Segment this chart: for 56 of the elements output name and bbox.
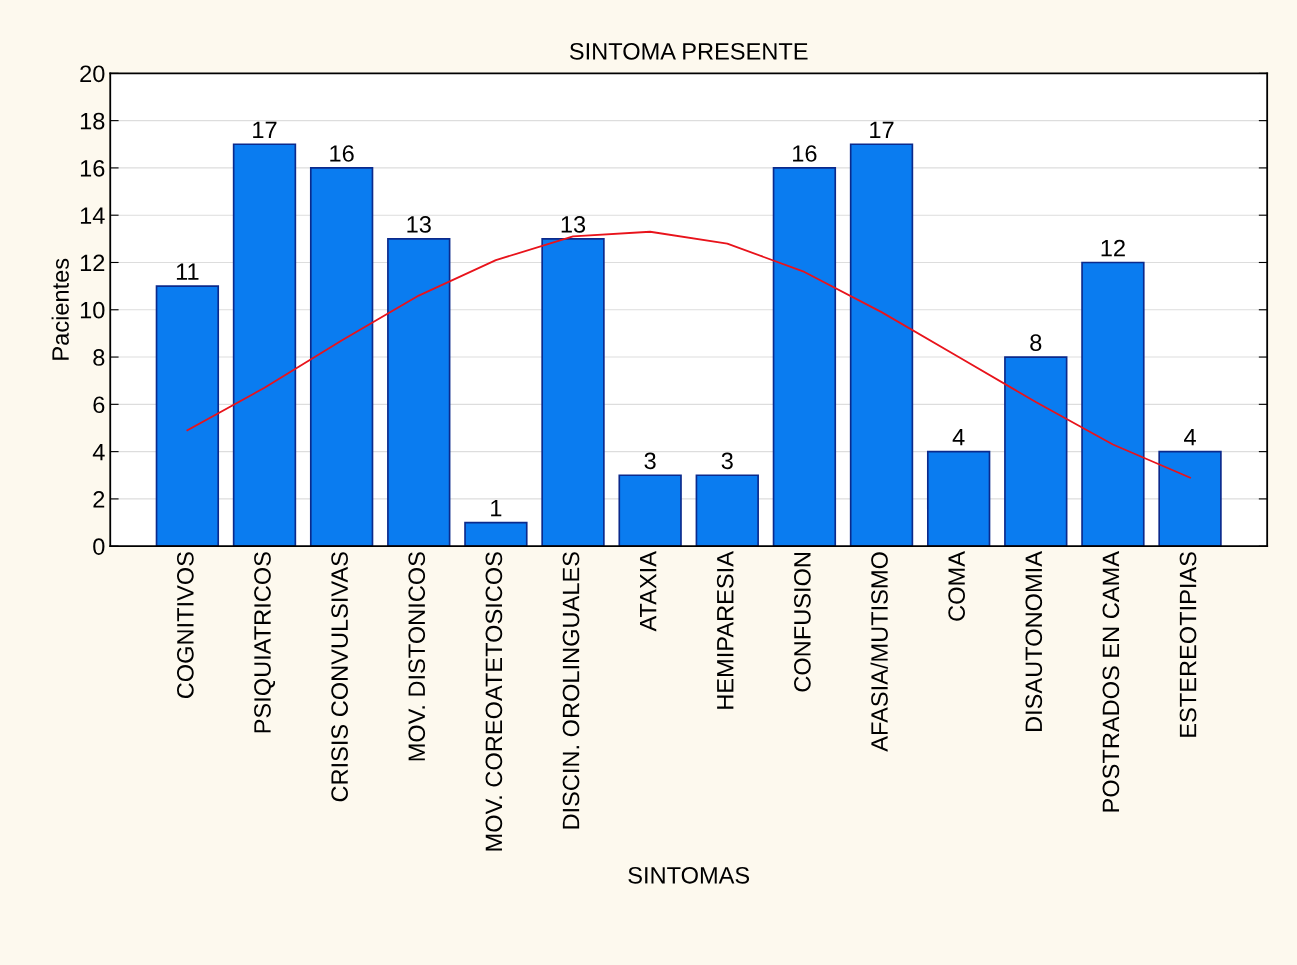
x-tick-label: MOV. COREOATETOSICOS — [485, 552, 503, 851]
x-tick-label: POSTRADOS EN CAMA — [1102, 551, 1120, 812]
bar — [695, 474, 759, 547]
bar — [772, 167, 837, 547]
data-label: 16 — [793, 145, 817, 162]
bar — [618, 474, 682, 547]
y-tick-label: 20 — [80, 65, 105, 83]
y-tick-label: 0 — [93, 538, 105, 555]
x-tick-label: DISCIN. OROLINGUALES — [562, 552, 580, 829]
y-tick-label: 10 — [80, 301, 105, 319]
bar — [926, 450, 991, 547]
bar — [387, 238, 451, 547]
data-label: 12 — [1101, 239, 1125, 257]
bar — [464, 521, 528, 547]
y-tick-label: 16 — [80, 159, 105, 177]
x-tick-label: AFASIA/MUTISMO — [870, 552, 888, 752]
x-tick-label: HEMIPARESIA — [716, 551, 734, 709]
y-tick-label: 4 — [92, 443, 105, 461]
y-tick-label: 8 — [93, 349, 105, 366]
x-tick-label: CRISIS CONVULSIVAS — [331, 552, 348, 802]
x-tick-label: COGNITIVOS — [176, 552, 194, 699]
y-axis-title: Pacientes — [51, 258, 69, 360]
data-label: 17 — [253, 121, 277, 138]
data-label: 11 — [176, 263, 199, 280]
bar — [1158, 450, 1222, 547]
data-label: 1 — [491, 500, 502, 517]
bar — [232, 143, 297, 547]
bar — [849, 143, 914, 547]
x-tick-label: COMA — [948, 551, 965, 621]
data-label: 3 — [644, 452, 656, 470]
y-tick-label: 14 — [80, 207, 105, 224]
bar — [155, 285, 220, 547]
data-label: 16 — [330, 145, 354, 162]
x-tick-label: DISAUTONOMIA — [1025, 551, 1043, 732]
bar — [1004, 356, 1068, 547]
chart-title: SINTOMA PRESENTE — [569, 42, 808, 60]
data-label: 4 — [1184, 429, 1196, 446]
x-axis-title: SINTOMAS — [628, 866, 750, 884]
x-tick-label: PSIQUIATRICOS — [254, 552, 276, 733]
data-label: 8 — [1030, 334, 1042, 351]
bar — [1081, 261, 1145, 547]
data-label: 17 — [870, 121, 894, 138]
y-tick-label: 6 — [93, 396, 105, 414]
x-tick-label: ATAXIA — [640, 551, 657, 632]
bar — [309, 167, 374, 547]
y-tick-label: 12 — [80, 254, 105, 272]
data-label: 13 — [407, 216, 431, 233]
bar — [541, 238, 605, 547]
data-label: 13 — [561, 216, 586, 233]
x-tick-label: ESTEREOTIPIAS — [1179, 552, 1197, 737]
y-tick-label: 18 — [80, 112, 105, 130]
y-tick-label: 2 — [93, 490, 105, 508]
x-tick-label: MOV. DISTONICOS — [408, 552, 426, 761]
data-label: 4 — [952, 429, 965, 446]
x-tick-label: CONFUSION — [794, 552, 811, 692]
data-label: 3 — [721, 452, 733, 470]
